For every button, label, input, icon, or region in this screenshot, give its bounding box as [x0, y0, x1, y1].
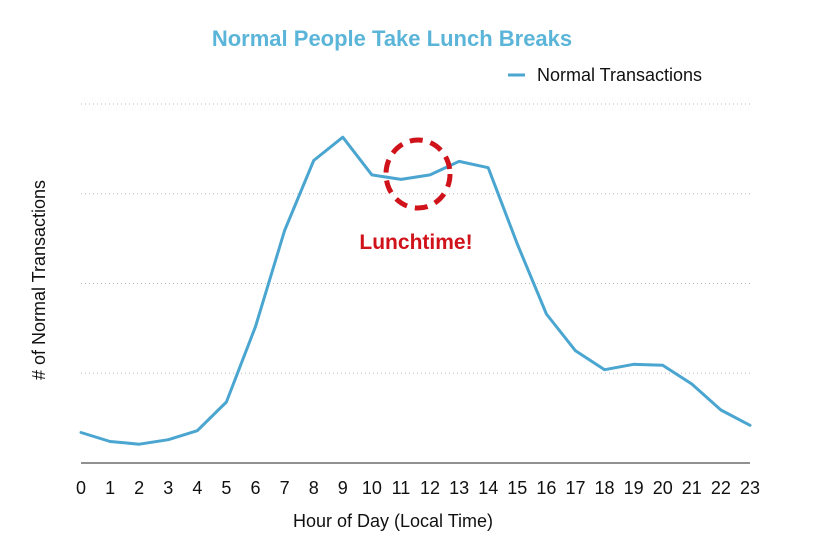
x-tick-label-12: 12: [420, 478, 440, 498]
x-tick-label-6: 6: [251, 478, 261, 498]
x-tick-label-15: 15: [507, 478, 527, 498]
x-tick-label-7: 7: [280, 478, 290, 498]
lunchtime-annotation: Lunchtime!: [359, 137, 473, 254]
x-tick-label-11: 11: [392, 478, 411, 498]
x-tick-label-18: 18: [595, 478, 615, 498]
x-tick-label-20: 20: [653, 478, 673, 498]
lunchtime-dashed-circle: [383, 137, 453, 211]
x-tick-label-16: 16: [536, 478, 556, 498]
x-tick-label-9: 9: [338, 478, 348, 498]
y-axis-label: # of Normal Transactions: [29, 180, 49, 380]
x-tick-label-4: 4: [192, 478, 202, 498]
x-tick-label-19: 19: [624, 478, 644, 498]
x-tick-label-10: 10: [362, 478, 382, 498]
x-tick-label-21: 21: [682, 478, 702, 498]
series-line-0: [79, 135, 752, 446]
x-tick-label-3: 3: [163, 478, 173, 498]
x-tick-label-2: 2: [134, 478, 144, 498]
legend-label-normal-transactions: Normal Transactions: [537, 65, 702, 85]
x-tick-label-14: 14: [478, 478, 498, 498]
x-axis-label: Hour of Day (Local Time): [293, 511, 493, 531]
chart-title: Normal People Take Lunch Breaks: [212, 26, 572, 51]
legend: Normal Transactions: [508, 65, 702, 85]
x-tick-label-0: 0: [76, 478, 86, 498]
x-tick-label-22: 22: [711, 478, 731, 498]
series-layer: [79, 135, 752, 446]
x-tick-label-13: 13: [449, 478, 469, 498]
x-tick-label-23: 23: [740, 478, 760, 498]
x-tick-label-1: 1: [105, 478, 115, 498]
lunchtime-label: Lunchtime!: [359, 231, 472, 254]
x-tick-label-17: 17: [565, 478, 585, 498]
x-tick-labels: 0 1 2 3 4 5 6 7 8 9 10 11 12 13 14 15 16 17 18 19 20 21 22 23: [76, 478, 760, 498]
x-tick-label-8: 8: [309, 478, 319, 498]
x-tick-label-5: 5: [221, 478, 231, 498]
